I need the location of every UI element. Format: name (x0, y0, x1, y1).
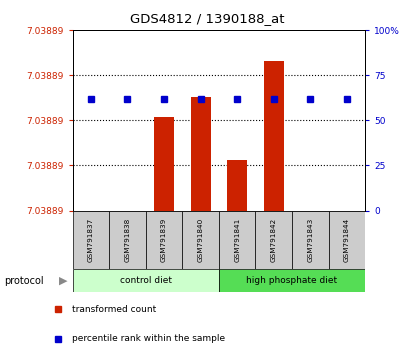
Bar (219, 269, 365, 292)
Bar (227, 160, 247, 211)
Bar (154, 117, 174, 211)
Bar (190, 97, 211, 211)
Text: GSM791837: GSM791837 (88, 218, 94, 262)
Bar (73, 211, 109, 269)
Bar (256, 211, 292, 269)
Text: GSM791839: GSM791839 (161, 218, 167, 262)
Text: GSM791840: GSM791840 (198, 218, 204, 262)
Text: GSM791844: GSM791844 (344, 218, 350, 262)
Text: GSM791842: GSM791842 (271, 218, 277, 262)
Text: control diet: control diet (120, 276, 172, 285)
Text: percentile rank within the sample: percentile rank within the sample (72, 334, 225, 343)
Bar (264, 61, 284, 211)
Text: GSM791843: GSM791843 (308, 218, 313, 262)
Bar (73, 269, 219, 292)
Text: GSM791838: GSM791838 (124, 218, 130, 262)
Bar (182, 211, 219, 269)
Bar (292, 211, 329, 269)
Bar (146, 211, 182, 269)
Text: GDS4812 / 1390188_at: GDS4812 / 1390188_at (130, 12, 285, 25)
Text: transformed count: transformed count (72, 305, 156, 314)
Bar (219, 211, 256, 269)
Text: ▶: ▶ (59, 275, 67, 286)
Text: protocol: protocol (4, 275, 44, 286)
Bar (329, 211, 365, 269)
Bar (109, 211, 146, 269)
Text: high phosphate diet: high phosphate diet (247, 276, 338, 285)
Text: GSM791841: GSM791841 (234, 218, 240, 262)
